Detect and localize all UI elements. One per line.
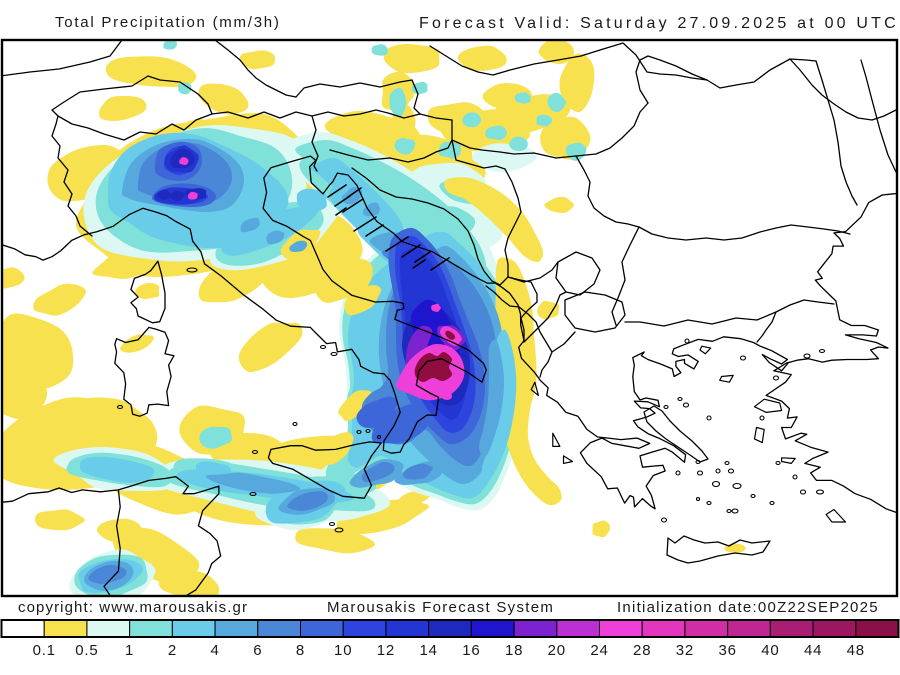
svg-text:Total Precipitation (mm/3h): Total Precipitation (mm/3h) xyxy=(55,14,281,31)
svg-text:8: 8 xyxy=(296,642,305,659)
svg-text:2: 2 xyxy=(168,642,177,659)
svg-text:32: 32 xyxy=(676,642,694,659)
svg-text:44: 44 xyxy=(804,642,822,659)
svg-text:14: 14 xyxy=(419,642,437,659)
svg-text:Marousakis Forecast System: Marousakis Forecast System xyxy=(327,599,554,616)
svg-text:48: 48 xyxy=(847,642,865,659)
svg-text:10: 10 xyxy=(334,642,352,659)
svg-text:0.1: 0.1 xyxy=(33,642,56,659)
svg-text:6: 6 xyxy=(253,642,262,659)
svg-text:Forecast Valid: Saturday 27.0: Forecast Valid: Saturday 27.09.2025 at 0… xyxy=(419,15,899,32)
svg-text:20: 20 xyxy=(548,642,566,659)
svg-text:16: 16 xyxy=(462,642,480,659)
svg-text:40: 40 xyxy=(761,642,779,659)
svg-text:24: 24 xyxy=(590,642,608,659)
svg-text:Initialization date:00Z22SEP20: Initialization date:00Z22SEP2025 xyxy=(617,599,879,616)
svg-text:1: 1 xyxy=(125,642,134,659)
svg-text:0.5: 0.5 xyxy=(75,642,98,659)
svg-text:12: 12 xyxy=(377,642,395,659)
svg-text:4: 4 xyxy=(211,642,220,659)
svg-text:28: 28 xyxy=(633,642,651,659)
svg-text:copyright: www.marousakis.gr: copyright: www.marousakis.gr xyxy=(18,599,248,616)
svg-text:18: 18 xyxy=(505,642,523,659)
svg-text:36: 36 xyxy=(718,642,736,659)
